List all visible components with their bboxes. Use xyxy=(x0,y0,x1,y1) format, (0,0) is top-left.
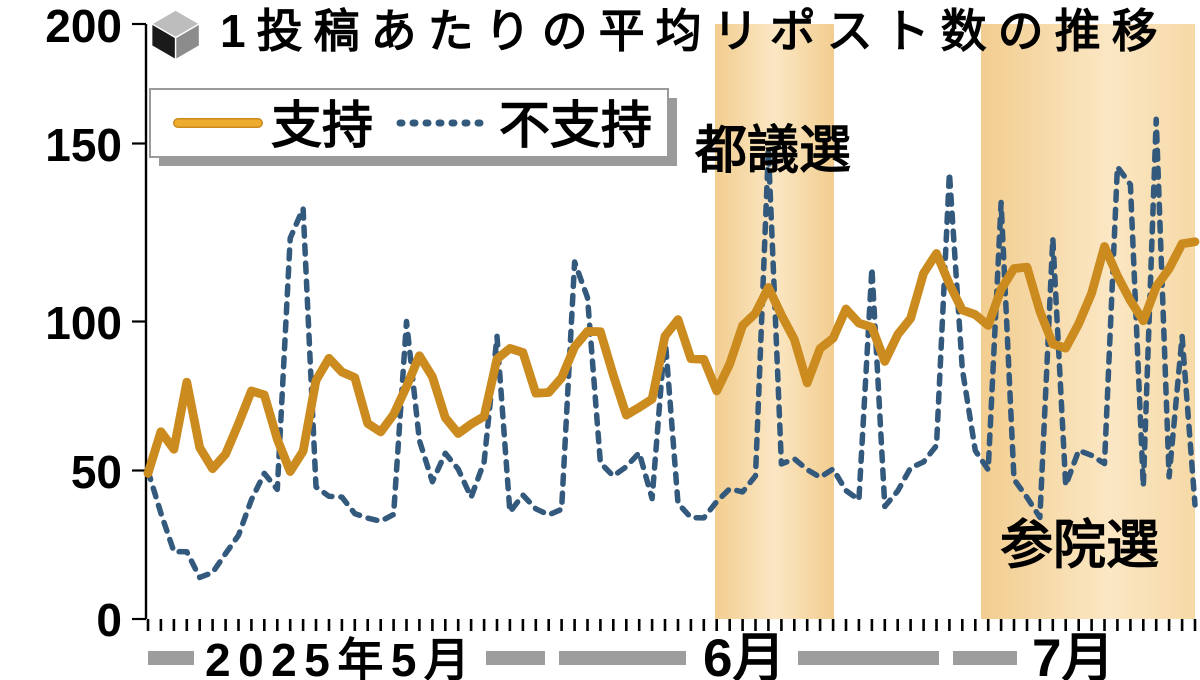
svg-text:7月: 7月 xyxy=(1032,629,1114,680)
svg-text:0: 0 xyxy=(96,594,122,646)
svg-text:参院選: 参院選 xyxy=(1000,516,1159,575)
svg-text:50: 50 xyxy=(71,446,122,498)
svg-text:1投稿あたりの平均リポスト数の推移: 1投稿あたりの平均リポスト数の推移 xyxy=(220,5,1169,57)
svg-text:100: 100 xyxy=(45,297,122,349)
svg-text:6月: 6月 xyxy=(703,629,785,680)
svg-text:150: 150 xyxy=(45,119,122,171)
svg-text:不支持: 不支持 xyxy=(499,97,652,154)
svg-text:200: 200 xyxy=(45,0,122,52)
svg-text:2025年5月: 2025年5月 xyxy=(205,634,477,680)
svg-text:都議選: 都議選 xyxy=(694,122,851,180)
svg-text:支持: 支持 xyxy=(271,97,373,154)
